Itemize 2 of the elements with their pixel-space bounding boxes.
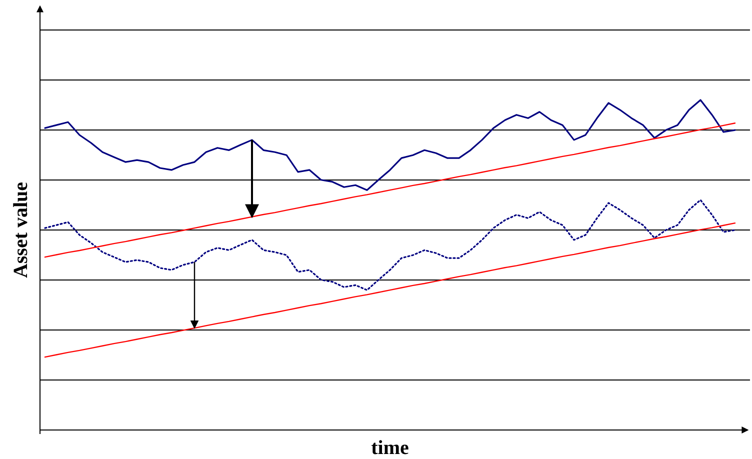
x-axis-title: time [371, 437, 409, 459]
y-axis-title: Asset value [10, 182, 32, 278]
